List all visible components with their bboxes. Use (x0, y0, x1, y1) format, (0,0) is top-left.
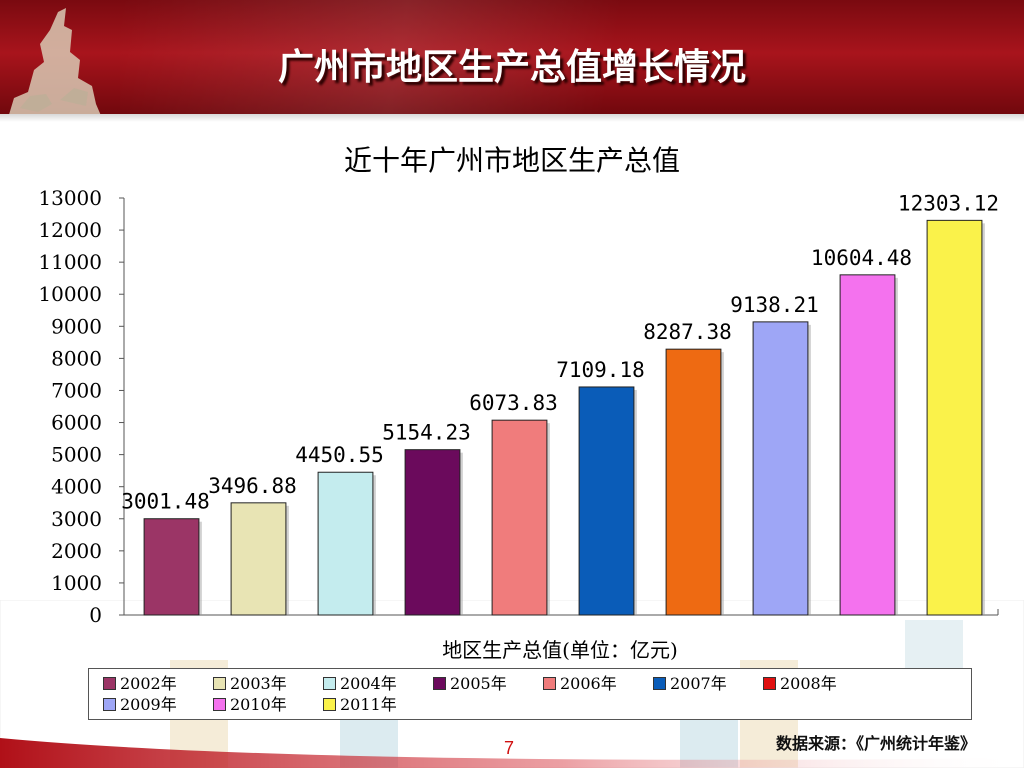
y-tick-label: 5000 (51, 443, 102, 467)
header-shine (120, 0, 820, 118)
slide-header: 广州市地区生产总值增长情况 (0, 0, 1024, 118)
legend-label: 2009年 (120, 695, 177, 714)
legend-item: 2002年 (103, 673, 213, 694)
legend-label: 2002年 (120, 674, 177, 693)
five-rams-statue-icon (8, 8, 102, 118)
y-tick-label: 4000 (51, 475, 102, 499)
legend-swatch (213, 677, 226, 690)
data-label: 12303.12 (898, 191, 999, 215)
legend-item: 2005年 (433, 673, 543, 694)
y-tick-label: 1000 (51, 571, 102, 595)
bar-2009年 (752, 321, 809, 616)
legend-label: 2008年 (780, 674, 837, 693)
bar-2011年 (926, 219, 983, 616)
legend-item: 2008年 (763, 673, 873, 694)
legend-swatch (433, 677, 446, 690)
y-tick-label: 12000 (38, 218, 102, 242)
y-tick-label: 8000 (51, 346, 102, 370)
legend-swatch (543, 677, 556, 690)
y-tick-label: 13000 (38, 186, 102, 210)
legend-swatch (103, 677, 116, 690)
legend-item: 2007年 (653, 673, 763, 694)
legend-label: 2010年 (230, 695, 287, 714)
legend-item: 2009年 (103, 694, 213, 715)
bottom-band (0, 738, 1024, 768)
header-divider (0, 114, 1024, 122)
legend-label: 2006年 (560, 674, 617, 693)
legend-swatch (323, 698, 336, 711)
x-axis-title: 地区生产总值(单位：亿元) (442, 638, 678, 662)
chart-bars (143, 219, 985, 616)
y-tick-label: 10000 (38, 282, 102, 306)
y-tick-label: 2000 (51, 539, 102, 563)
legend-item: 2004年 (323, 673, 433, 694)
data-label: 6073.83 (469, 391, 558, 415)
y-tick-label: 3000 (51, 507, 102, 531)
legend-swatch (323, 677, 336, 690)
bar-2004年 (317, 471, 374, 616)
chart-legend: 2002年 2003年 2004年 2005年 2006年 2007年 2008年 2009年… (88, 668, 972, 720)
data-label: 5154.23 (382, 421, 471, 445)
bar-2002年 (143, 518, 200, 616)
gdp-bar-chart: 近十年广州市地区生产总值 0 1000 2000 3000 4000 5000 6000 70… (38, 144, 999, 662)
y-tick-label: 9000 (51, 314, 102, 338)
legend-swatch (653, 677, 666, 690)
chart-axes: 0 1000 2000 3000 4000 5000 6000 7000 8000 9000 100… (38, 186, 999, 627)
legend-swatch (763, 677, 776, 690)
data-label: 4450.55 (295, 443, 384, 467)
legend-label: 2003年 (230, 674, 287, 693)
bar-2005年 (404, 449, 461, 616)
data-label: 10604.48 (811, 246, 912, 270)
bar-2003年 (230, 502, 287, 616)
legend-label: 2004年 (340, 674, 397, 693)
legend-label: 2007年 (670, 674, 727, 693)
page-title: 广州市地区生产总值增长情况 (277, 47, 746, 88)
legend-label: 2005年 (450, 674, 507, 693)
legend-swatch (103, 698, 116, 711)
bar-2007年 (578, 386, 635, 616)
data-label: 9138.21 (730, 293, 819, 317)
data-label: 7109.18 (556, 358, 645, 382)
legend-item: 2003年 (213, 673, 323, 694)
data-label: 3001.48 (121, 490, 210, 514)
y-tick-label: 11000 (38, 250, 102, 274)
y-tick-label: 7000 (51, 378, 102, 402)
bar-2008年 (665, 348, 722, 616)
legend-item: 2011年 (323, 694, 433, 715)
page-number: 7 (504, 738, 515, 758)
legend-item: 2010年 (213, 694, 323, 715)
data-label: 8287.38 (643, 320, 732, 344)
data-source-note: 数据来源：《广州统计年鉴》 (775, 734, 976, 753)
chart-title: 近十年广州市地区生产总值 (344, 144, 680, 177)
data-label: 3496.88 (208, 474, 297, 498)
bar-2010年 (839, 274, 896, 616)
bar-2006年 (491, 419, 548, 616)
legend-swatch (213, 698, 226, 711)
legend-item: 2006年 (543, 673, 653, 694)
legend-label: 2011年 (340, 695, 397, 714)
y-tick-label: 6000 (51, 411, 102, 435)
y-tick-label: 0 (89, 603, 102, 627)
